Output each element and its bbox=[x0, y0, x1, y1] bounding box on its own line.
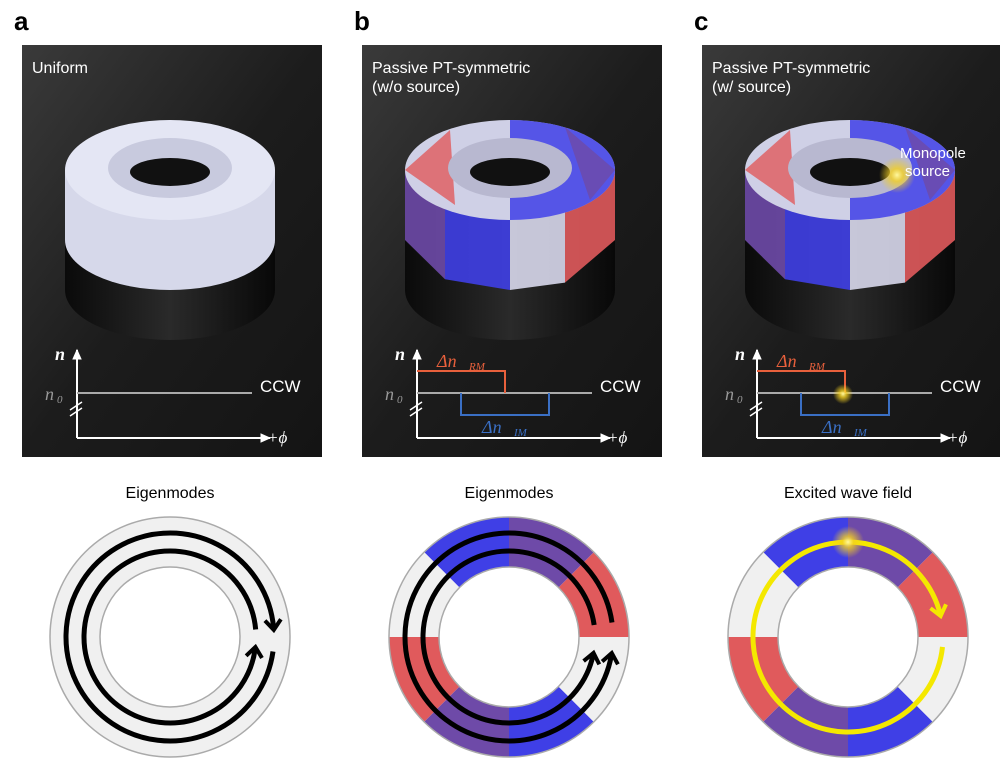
y-axis-label: n bbox=[735, 344, 745, 364]
ccw-mode-arrow-inner bbox=[420, 548, 602, 726]
panel-letter: a bbox=[14, 6, 29, 36]
ring-outer-edge bbox=[49, 516, 291, 758]
ring bbox=[50, 516, 290, 637]
cylinder bbox=[405, 120, 615, 340]
y-axis-label: n bbox=[55, 344, 65, 364]
x-axis-label: CCW bbox=[940, 377, 981, 396]
bottom-title: Eigenmodes bbox=[465, 485, 554, 502]
rm-subscript: RM bbox=[468, 361, 486, 373]
panel-letter: c bbox=[694, 6, 708, 36]
cylinder-top-purple bbox=[905, 127, 955, 200]
panel-title: Passive PT-symmetric bbox=[712, 60, 870, 77]
x-axis-label: CCW bbox=[600, 377, 641, 396]
cylinder-hole-inner bbox=[810, 158, 890, 186]
x-axis-label: CCW bbox=[260, 377, 301, 396]
ring-inner-edge bbox=[99, 566, 241, 708]
monopole-source-glow bbox=[879, 157, 915, 193]
ring bbox=[50, 637, 290, 758]
y-axis-label: n bbox=[395, 344, 405, 364]
cw-mode-arrow bbox=[63, 530, 283, 744]
n0-label: n bbox=[725, 384, 734, 404]
panel-title: Uniform bbox=[32, 60, 88, 77]
n0-label: n bbox=[45, 384, 54, 404]
cylinder-top-red bbox=[405, 130, 455, 205]
ring-outer-edge bbox=[727, 516, 969, 758]
source-label-line2: source bbox=[905, 163, 950, 180]
ring-inner-edge bbox=[777, 566, 919, 708]
ccw-mode-arrow-outer bbox=[402, 530, 620, 744]
source-label: Monopole bbox=[900, 145, 966, 162]
panel-subtitle: (w/ source) bbox=[712, 79, 791, 96]
im-label: Δn bbox=[821, 417, 842, 437]
cylinder-top-red bbox=[745, 130, 795, 205]
im-step bbox=[460, 393, 550, 416]
x-axis-unit: +ϕ bbox=[267, 428, 287, 447]
rm-step bbox=[417, 370, 506, 393]
axis-break bbox=[749, 401, 763, 417]
rm-label: Δn bbox=[436, 351, 457, 371]
ring-diagram bbox=[49, 516, 291, 758]
ring-outer-edge bbox=[388, 516, 630, 758]
bottom-title: Eigenmodes bbox=[126, 485, 215, 502]
cylinder-hole-inner bbox=[470, 158, 550, 186]
im-step bbox=[800, 393, 890, 416]
im-label: Δn bbox=[481, 417, 502, 437]
n0-subscript: 0 bbox=[57, 394, 63, 406]
panel-title: Passive PT-symmetric bbox=[372, 60, 530, 77]
x-axis-unit: +ϕ bbox=[607, 428, 627, 447]
cylinder bbox=[745, 120, 955, 340]
n0-label: n bbox=[385, 384, 394, 404]
ring-inner-edge bbox=[438, 566, 580, 708]
rm-label: Δn bbox=[776, 351, 797, 371]
ring-diagram bbox=[388, 516, 630, 758]
bottom-title: Excited wave field bbox=[784, 485, 912, 502]
ring-source-glow bbox=[832, 526, 864, 558]
excited-wave-arrow bbox=[750, 539, 948, 735]
rm-subscript: RM bbox=[808, 361, 826, 373]
axis-break bbox=[409, 401, 423, 417]
n0-subscript: 0 bbox=[397, 394, 403, 406]
axis-break bbox=[69, 401, 83, 417]
panel-subtitle: (w/o source) bbox=[372, 79, 460, 96]
cylinder-hole-inner bbox=[130, 158, 210, 186]
cylinder-top-purple bbox=[565, 127, 615, 200]
x-axis-unit: +ϕ bbox=[947, 428, 967, 447]
im-subscript: IM bbox=[513, 427, 528, 439]
cylinder bbox=[65, 120, 275, 340]
panel-letter: b bbox=[354, 6, 370, 36]
ring-diagram bbox=[727, 516, 969, 758]
n0-subscript: 0 bbox=[737, 394, 743, 406]
graph-source-glow bbox=[833, 384, 853, 404]
ccw-mode-arrow bbox=[81, 548, 264, 726]
im-subscript: IM bbox=[853, 427, 868, 439]
